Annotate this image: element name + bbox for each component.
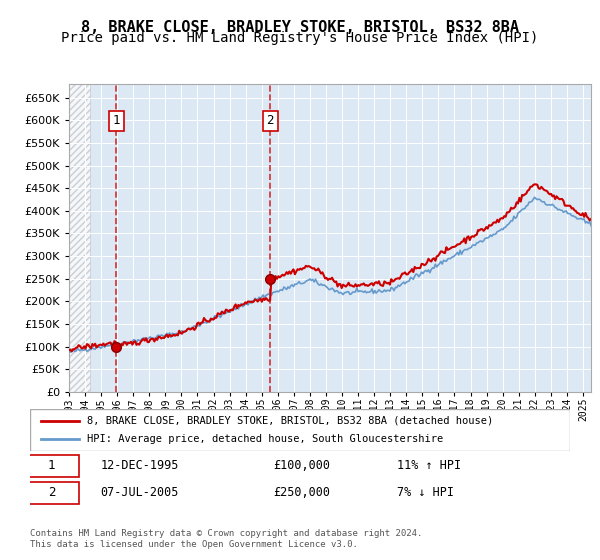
Text: 11% ↑ HPI: 11% ↑ HPI (397, 459, 461, 472)
Text: £100,000: £100,000 (273, 459, 330, 472)
Text: HPI: Average price, detached house, South Gloucestershire: HPI: Average price, detached house, Sout… (86, 434, 443, 444)
Text: Price paid vs. HM Land Registry's House Price Index (HPI): Price paid vs. HM Land Registry's House … (61, 31, 539, 45)
Text: 8, BRAKE CLOSE, BRADLEY STOKE, BRISTOL, BS32 8BA (detached house): 8, BRAKE CLOSE, BRADLEY STOKE, BRISTOL, … (86, 416, 493, 426)
Text: 07-JUL-2005: 07-JUL-2005 (100, 487, 179, 500)
Text: £250,000: £250,000 (273, 487, 330, 500)
Text: 7% ↓ HPI: 7% ↓ HPI (397, 487, 454, 500)
Text: 8, BRAKE CLOSE, BRADLEY STOKE, BRISTOL, BS32 8BA: 8, BRAKE CLOSE, BRADLEY STOKE, BRISTOL, … (81, 20, 519, 35)
Text: 12-DEC-1995: 12-DEC-1995 (100, 459, 179, 472)
FancyBboxPatch shape (25, 482, 79, 504)
Text: 2: 2 (266, 114, 274, 128)
FancyBboxPatch shape (25, 455, 79, 477)
Text: 1: 1 (48, 459, 55, 472)
Text: 1: 1 (113, 114, 120, 128)
Text: 2: 2 (48, 487, 55, 500)
FancyBboxPatch shape (30, 409, 570, 451)
Text: Contains HM Land Registry data © Crown copyright and database right 2024.
This d: Contains HM Land Registry data © Crown c… (30, 529, 422, 549)
